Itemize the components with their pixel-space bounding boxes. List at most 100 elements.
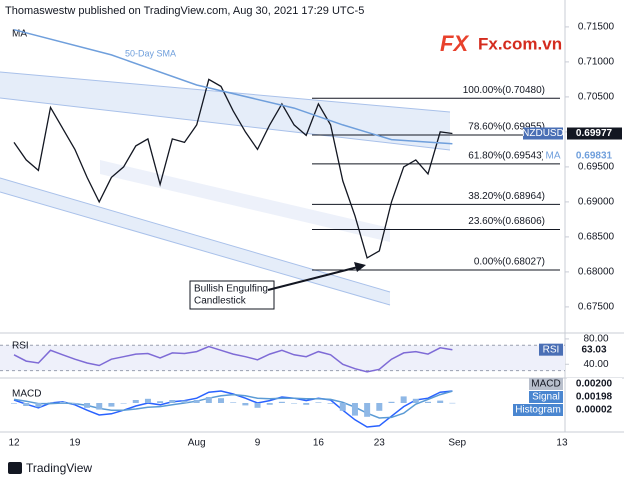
x-tick-label: Aug [188,438,206,449]
logo: FX Fx.com.vn [440,31,562,56]
histogram-bar [59,401,66,403]
annotation-text: Bullish Engulfing [194,284,268,295]
histogram-bar [388,401,395,403]
tag-box [529,378,563,390]
tag-name: Histogram [515,405,561,416]
tag-box [567,378,622,390]
histogram-bar [449,402,456,404]
histogram-bar [169,400,176,403]
histogram-bar [351,403,358,416]
channel-band [0,72,450,150]
histogram-bar [218,398,225,403]
x-tick-label: 16 [313,438,325,449]
series-annotation: 50-Day SMA [125,48,176,58]
histogram-bar [278,401,285,403]
tag-name: MACD [531,379,560,390]
annotation-box [189,280,275,310]
pane-title: RSI [12,341,29,352]
series-line [13,345,453,373]
tag-box [567,149,622,162]
histogram-bar [327,403,334,404]
x-tick-label: 19 [69,438,81,449]
x-tick-label: 12 [8,438,20,449]
histogram-bar [144,398,151,403]
histogram-bar [230,402,237,403]
footer-logo [8,462,22,474]
y-tick-label: 0.69000 [578,197,615,208]
histogram-bar [303,403,310,405]
channel-band [100,160,390,242]
histogram-bar [108,403,115,407]
tag-box [567,127,622,140]
footer-text: TradingView [26,461,92,475]
x-tick-label: Sep [448,438,466,449]
histogram-bar [376,403,383,411]
tag-value: 0.00198 [576,392,613,403]
rsi-band [0,345,565,371]
histogram-bar [47,402,54,403]
histogram-bar [157,401,164,403]
histogram-bar [400,396,407,403]
histogram-bar [11,403,18,404]
channel-line [0,191,391,306]
y-tick-label: 0.68000 [578,267,615,278]
histogram-bar [23,403,30,406]
tag-value: 63.03 [581,344,606,355]
tag-box [539,343,563,356]
fib-label: 61.80%(0.69543) [468,151,545,162]
logo-mark: FX [440,31,469,56]
histogram-bar [291,403,298,404]
histogram-bar [205,397,212,403]
channel-line [0,97,451,151]
histogram-bar [181,400,188,403]
tag-name: RSI [543,344,560,355]
tag-box [523,127,563,140]
y-tick-label: 0.67500 [578,302,615,313]
logo-text: Fx.com.vn [478,34,562,53]
tag-box [513,404,563,416]
y-tick-label: 0.71500 [578,22,615,33]
histogram-bar [437,400,444,403]
fib-label: 23.60%(0.68606) [468,216,545,227]
channel-band [0,178,390,305]
histogram-bar [120,403,127,404]
tag-box [567,404,622,416]
histogram-bar [412,398,419,403]
y-tick-label: 0.71000 [578,57,615,68]
tag-name: NZDUSD [522,128,564,139]
x-tick-label: 9 [255,438,261,449]
tag-value: 0.00002 [576,405,613,416]
tag-name: Signal [532,392,560,403]
fib-label: 100.00%(0.70480) [463,85,545,96]
y-tick-label: 40.00 [583,359,608,370]
tag-box [529,391,563,403]
histogram-bar [364,403,371,417]
histogram-bar [96,403,103,410]
histogram-bar [254,403,261,408]
histogram-bar [266,403,273,405]
pane-title: MACD [12,389,41,400]
channel-line [0,177,391,293]
y-tick-label: 0.70500 [578,92,615,103]
tag-box [567,391,622,403]
y-tick-label: 0.68500 [578,232,615,243]
tag-box [543,149,563,162]
fib-label: 78.60%(0.69955) [468,122,545,133]
pane-title: MA [12,29,27,40]
tag-value: 0.00200 [576,379,613,390]
tag-name: MA [546,150,561,161]
histogram-bar [315,402,322,403]
annotation-text: Candlestick [194,296,247,307]
series-line [13,28,453,145]
histogram-bar [242,403,249,406]
tag-value: 0.69977 [576,128,613,139]
y-tick-label: 0.69500 [578,162,615,173]
fib-label: 0.00%(0.68027) [474,257,545,268]
histogram-bar [71,403,78,405]
histogram-bar [425,401,432,403]
histogram-bar [84,403,91,408]
x-tick-label: 13 [556,438,568,449]
histogram-bar [35,403,42,408]
